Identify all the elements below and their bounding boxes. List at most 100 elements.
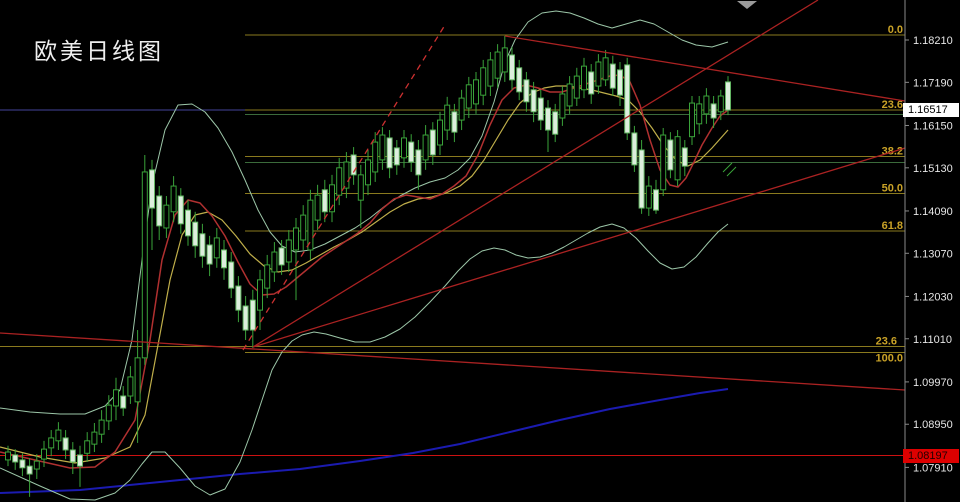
candle-body <box>653 189 659 211</box>
candle-body <box>235 285 242 311</box>
ma-long-blue-line <box>0 388 729 494</box>
candle-body <box>703 95 710 115</box>
candle <box>631 125 638 172</box>
axis-price-label: 1.09970 <box>913 377 953 389</box>
candle-body <box>509 54 515 81</box>
candle-body <box>617 69 623 96</box>
long-descending-trendline[interactable] <box>0 332 906 391</box>
candle-body <box>192 221 199 247</box>
candle-body <box>91 431 98 445</box>
candle <box>451 103 458 143</box>
candle <box>177 188 184 234</box>
candle <box>156 186 163 240</box>
candle <box>696 96 703 135</box>
candle <box>199 223 206 268</box>
candle-body <box>523 79 530 103</box>
fan-medium-trendline[interactable] <box>252 147 906 348</box>
candle-body <box>588 71 595 95</box>
candle-body <box>336 167 343 196</box>
candle <box>127 366 134 404</box>
candle-body <box>465 84 472 109</box>
candle <box>703 88 710 124</box>
candle-body <box>33 460 40 470</box>
candle-body <box>206 244 213 265</box>
candle <box>624 57 631 140</box>
candle <box>393 140 400 175</box>
candle <box>300 205 307 250</box>
dashed-steep-trendline[interactable] <box>242 24 446 351</box>
candle-body <box>545 107 551 131</box>
price-axis: 1.18210 1.17190 1.16150 1.15130 1.14090 1.130… <box>904 0 953 502</box>
candle <box>552 103 559 143</box>
fan-steep-trendline[interactable] <box>252 0 819 348</box>
candle <box>357 164 364 228</box>
candle-body <box>12 454 19 463</box>
candle-body <box>300 214 307 241</box>
candle-body <box>494 51 501 79</box>
candle-body <box>487 59 494 87</box>
axis-price-label: 1.17190 <box>913 77 953 89</box>
candle-body <box>437 119 443 146</box>
candle-body <box>249 299 256 331</box>
candle <box>725 76 731 116</box>
candle-body <box>501 47 508 73</box>
fib-level-label: 61.8 <box>882 220 903 232</box>
candle <box>689 96 695 145</box>
chart-title: 欧美日线图 <box>34 38 164 64</box>
candle-body <box>163 204 170 229</box>
candle-body <box>429 129 436 156</box>
candle <box>5 445 11 467</box>
candle-body <box>422 134 429 161</box>
candle-body <box>573 75 580 99</box>
candle <box>192 211 199 258</box>
triangle-marker-icon[interactable] <box>737 1 757 9</box>
candle-body <box>55 429 62 442</box>
peak-descending-trendline[interactable] <box>504 35 906 102</box>
candle-body <box>717 95 724 113</box>
axis-price-label: 1.08950 <box>913 419 953 431</box>
candle <box>185 200 191 246</box>
candle-body <box>285 239 292 263</box>
candle <box>437 111 443 155</box>
axis-price-label: 1.15130 <box>913 163 953 175</box>
candle-body <box>185 209 191 237</box>
candle <box>545 100 551 153</box>
candle-body <box>444 104 451 131</box>
axis-price-label: 1.12030 <box>913 291 953 303</box>
candle-body <box>631 132 638 166</box>
fib-level-label: 0.0 <box>888 24 903 36</box>
candle-body <box>451 111 458 133</box>
candle <box>422 125 429 170</box>
candle <box>84 432 91 462</box>
candle <box>77 445 83 487</box>
candle <box>163 196 170 238</box>
candle-body <box>41 448 47 460</box>
candle <box>458 89 465 131</box>
candle <box>120 386 127 416</box>
candle <box>494 44 501 89</box>
axis-price-label: 1.11010 <box>913 334 952 346</box>
candle-body <box>372 141 379 173</box>
candle <box>379 127 386 170</box>
candle <box>228 252 235 299</box>
candle-body <box>228 261 235 289</box>
candle <box>213 227 220 268</box>
candle <box>588 64 595 104</box>
candle-body <box>213 237 220 259</box>
candle-body <box>516 67 523 93</box>
candle <box>717 89 724 121</box>
ma-fast-red-line <box>0 74 729 469</box>
candle <box>249 289 256 348</box>
candle <box>134 330 141 443</box>
candle <box>602 49 609 87</box>
candle-body <box>19 459 26 469</box>
candle-body <box>537 97 544 121</box>
candle-body <box>113 389 119 407</box>
candle <box>12 449 19 470</box>
candle-body <box>170 185 177 213</box>
candle-body <box>77 454 83 467</box>
candle-body <box>264 264 271 289</box>
axis-price-label: 1.16150 <box>913 120 953 132</box>
